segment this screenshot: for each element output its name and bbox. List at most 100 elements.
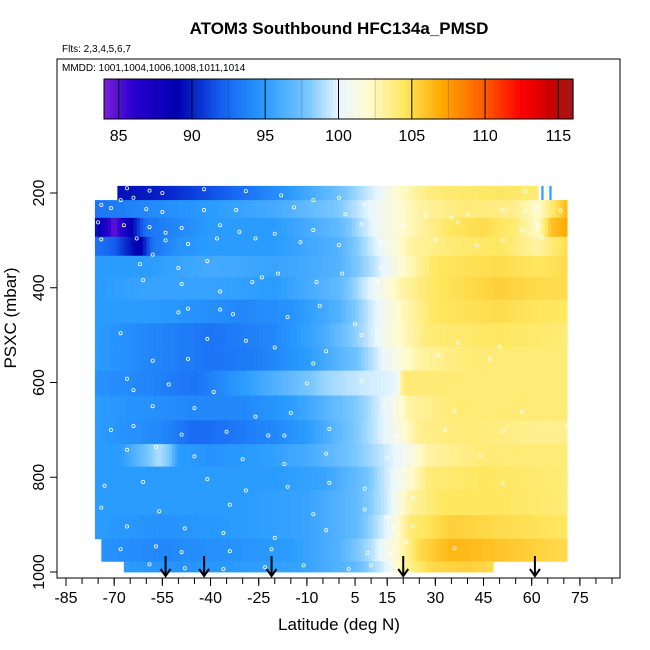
heatmap-cell bbox=[316, 217, 321, 238]
heatmap-cell bbox=[438, 561, 443, 573]
heatmap-cell bbox=[409, 185, 414, 201]
heatmap-cell bbox=[454, 444, 459, 467]
heatmap-cell bbox=[563, 200, 568, 219]
heatmap-cell bbox=[528, 466, 533, 491]
heatmap-cell bbox=[101, 277, 106, 300]
heatmap-cell bbox=[435, 395, 440, 421]
heatmap-cell bbox=[139, 490, 144, 516]
heatmap-cell bbox=[531, 444, 536, 467]
heatmap-cell bbox=[528, 346, 533, 372]
heatmap-cell bbox=[387, 538, 391, 562]
heatmap-cell bbox=[133, 370, 138, 396]
heatmap-cell bbox=[361, 370, 366, 396]
colorbar-segment bbox=[356, 79, 360, 119]
heatmap-cell bbox=[528, 370, 533, 396]
heatmap-cell bbox=[155, 236, 160, 257]
heatmap-cell bbox=[171, 323, 176, 348]
colorbar-segment bbox=[567, 79, 571, 119]
heatmap-cell bbox=[159, 217, 163, 238]
heatmap-cell bbox=[265, 277, 269, 300]
sample-point bbox=[259, 275, 264, 280]
heatmap-cell bbox=[255, 395, 260, 421]
colorbar-segment bbox=[115, 79, 120, 119]
heatmap-cell bbox=[489, 420, 494, 445]
heatmap-cell bbox=[332, 323, 337, 348]
x-tick-label: 15 bbox=[378, 590, 396, 607]
heatmap-cell bbox=[557, 490, 562, 516]
heatmap-cell bbox=[371, 255, 375, 278]
heatmap-cell bbox=[329, 323, 334, 348]
heatmap-cell bbox=[136, 538, 141, 562]
heatmap-cell bbox=[563, 277, 568, 300]
heatmap-cell bbox=[489, 490, 494, 516]
colorbar-segment bbox=[470, 79, 474, 119]
heatmap-cell bbox=[332, 346, 337, 372]
heatmap-cell bbox=[358, 420, 362, 445]
heatmap-cell bbox=[271, 200, 276, 219]
heatmap-cell bbox=[563, 395, 568, 421]
heatmap-cell bbox=[290, 277, 295, 300]
heatmap-cell bbox=[538, 370, 542, 396]
heatmap-cell bbox=[236, 299, 240, 324]
heatmap-cell bbox=[531, 255, 536, 278]
heatmap-cell bbox=[412, 217, 417, 238]
colorbar-segment bbox=[279, 79, 284, 119]
heatmap-cell bbox=[502, 255, 507, 278]
heatmap-cell bbox=[454, 420, 459, 445]
heatmap-cell bbox=[319, 515, 324, 540]
heatmap-cell bbox=[489, 561, 494, 573]
heatmap-cell bbox=[342, 466, 346, 491]
heatmap-cell bbox=[451, 255, 456, 278]
heatmap-cell bbox=[383, 515, 388, 540]
heatmap-cell bbox=[200, 255, 205, 278]
heatmap-cell bbox=[226, 395, 231, 421]
heatmap-cell bbox=[261, 346, 266, 372]
heatmap-cell bbox=[444, 200, 449, 219]
heatmap-cell bbox=[406, 217, 411, 238]
heatmap-cell bbox=[396, 561, 401, 573]
heatmap-cell bbox=[531, 185, 536, 201]
heatmap-cell bbox=[416, 466, 420, 491]
heatmap-cell bbox=[204, 561, 208, 573]
heatmap-cell bbox=[236, 395, 240, 421]
heatmap-cell bbox=[367, 323, 372, 348]
heatmap-cell bbox=[438, 370, 443, 396]
heatmap-cell bbox=[457, 444, 462, 467]
heatmap-cell bbox=[162, 466, 167, 491]
heatmap-cell bbox=[175, 236, 179, 257]
heatmap-cell bbox=[319, 236, 324, 257]
heatmap-cell bbox=[448, 490, 452, 516]
heatmap-cell bbox=[428, 490, 433, 516]
heatmap-cell bbox=[123, 561, 128, 573]
heatmap-cell bbox=[461, 236, 465, 257]
heatmap-cell bbox=[390, 561, 395, 573]
heatmap-cell bbox=[326, 370, 330, 396]
heatmap-cell bbox=[233, 236, 237, 257]
colorbar-segment bbox=[473, 79, 477, 119]
heatmap-cell bbox=[486, 299, 491, 324]
heatmap-cell bbox=[432, 538, 436, 562]
heatmap-cell bbox=[335, 200, 340, 219]
colorbar-segment bbox=[109, 79, 114, 119]
heatmap-cell bbox=[400, 236, 404, 257]
heatmap-cell bbox=[322, 346, 327, 372]
heatmap-cell bbox=[329, 346, 334, 372]
heatmap-cell bbox=[210, 420, 215, 445]
heatmap-cell bbox=[502, 466, 507, 491]
heatmap-cell bbox=[486, 323, 491, 348]
heatmap-cell bbox=[130, 346, 134, 372]
heatmap-cell bbox=[268, 370, 273, 396]
heatmap-cell bbox=[303, 255, 308, 278]
heatmap-cell bbox=[316, 200, 321, 219]
heatmap-cell bbox=[194, 185, 199, 201]
heatmap-cell bbox=[165, 346, 170, 372]
heatmap-cell bbox=[396, 346, 401, 372]
heatmap-cell bbox=[549, 185, 552, 201]
heatmap-cell bbox=[181, 200, 186, 219]
heatmap-cell bbox=[284, 346, 289, 372]
x-tick-label: -25 bbox=[247, 590, 270, 607]
heatmap-cell bbox=[351, 444, 356, 467]
heatmap-cell bbox=[544, 420, 549, 445]
heatmap-cell bbox=[554, 420, 558, 445]
heatmap-cell bbox=[461, 346, 465, 372]
